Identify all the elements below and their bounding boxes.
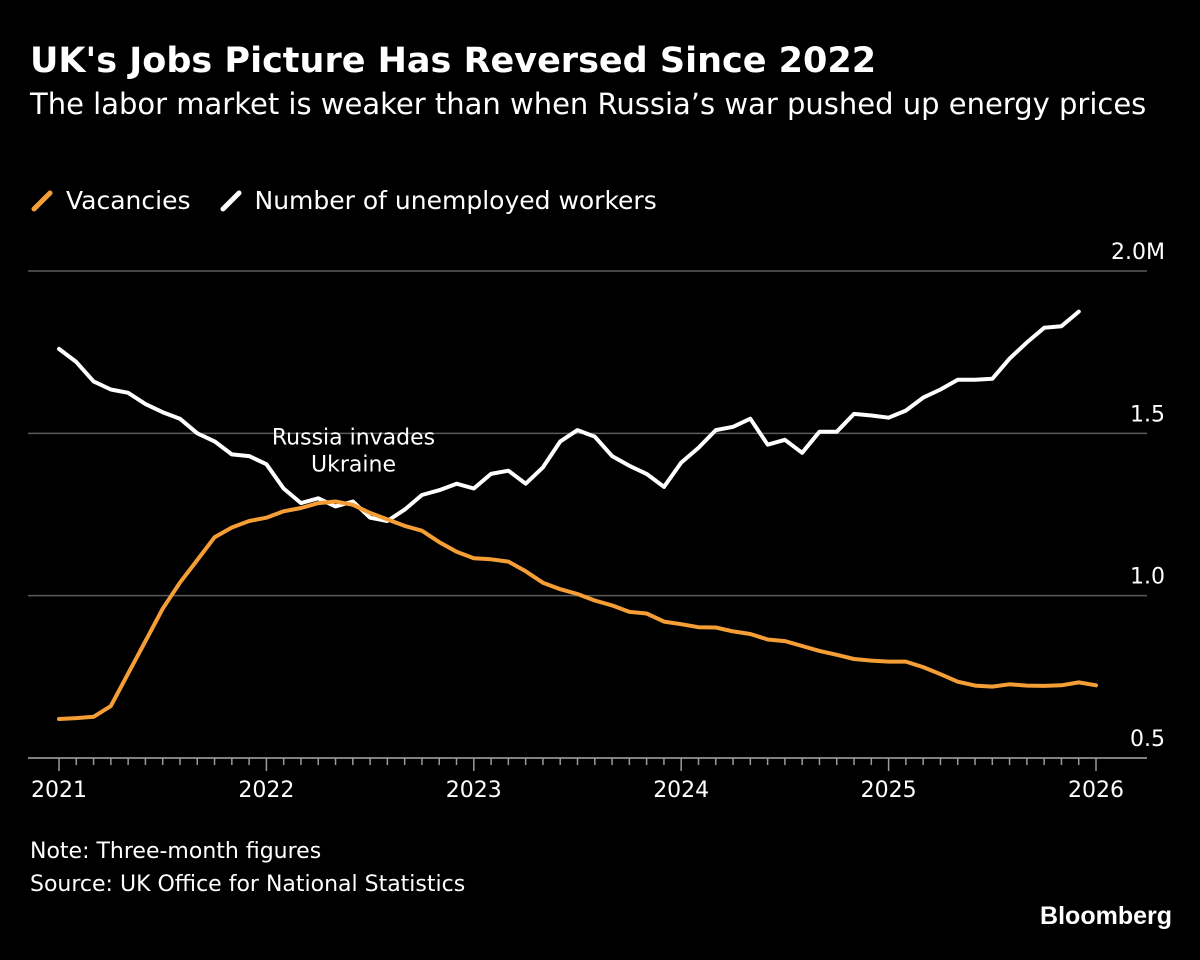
legend-label-vacancies: Vacancies (66, 186, 191, 215)
legend: Vacancies Number of unemployed workers (30, 184, 685, 218)
series-line-vacancies (57, 499, 1098, 721)
x-tick-label-2022: 2022 (238, 778, 294, 803)
x-tick-label-2021: 2021 (31, 778, 87, 803)
legend-label-unemployed: Number of unemployed workers (254, 186, 657, 215)
x-tick-label-2023: 2023 (446, 778, 502, 803)
x-tick-label-2025: 2025 (861, 778, 917, 803)
x-tick-label-2024: 2024 (653, 778, 709, 803)
chart-subtitle: The labor market is weaker than when Rus… (30, 87, 1147, 121)
series-line-unemployed (57, 309, 1081, 523)
bloomberg-logo: Bloomberg (1040, 902, 1172, 930)
legend-item-vacancies: Vacancies (30, 184, 191, 218)
y-tick-label-3: 2.0M (1111, 240, 1165, 265)
legend-swatch-unemployed (220, 190, 241, 212)
annotation-line-1: Ukraine (311, 452, 396, 477)
y-tick-label-0: 0.5 (1130, 727, 1165, 752)
annotation-line-0: Russia invades (272, 425, 435, 450)
chart-title: UK's Jobs Picture Has Reversed Since 202… (30, 41, 877, 81)
y-tick-label-1: 1.0 (1130, 565, 1165, 590)
chart-note: Note: Three-month figures (30, 839, 322, 864)
legend-swatch-vacancies (31, 190, 53, 212)
legend-item-unemployed: Number of unemployed workers (219, 184, 657, 218)
x-tick-label-2026: 2026 (1068, 778, 1124, 803)
y-tick-label-2: 1.5 (1130, 402, 1165, 427)
chart-source: Source: UK Office for National Statistic… (30, 872, 466, 897)
